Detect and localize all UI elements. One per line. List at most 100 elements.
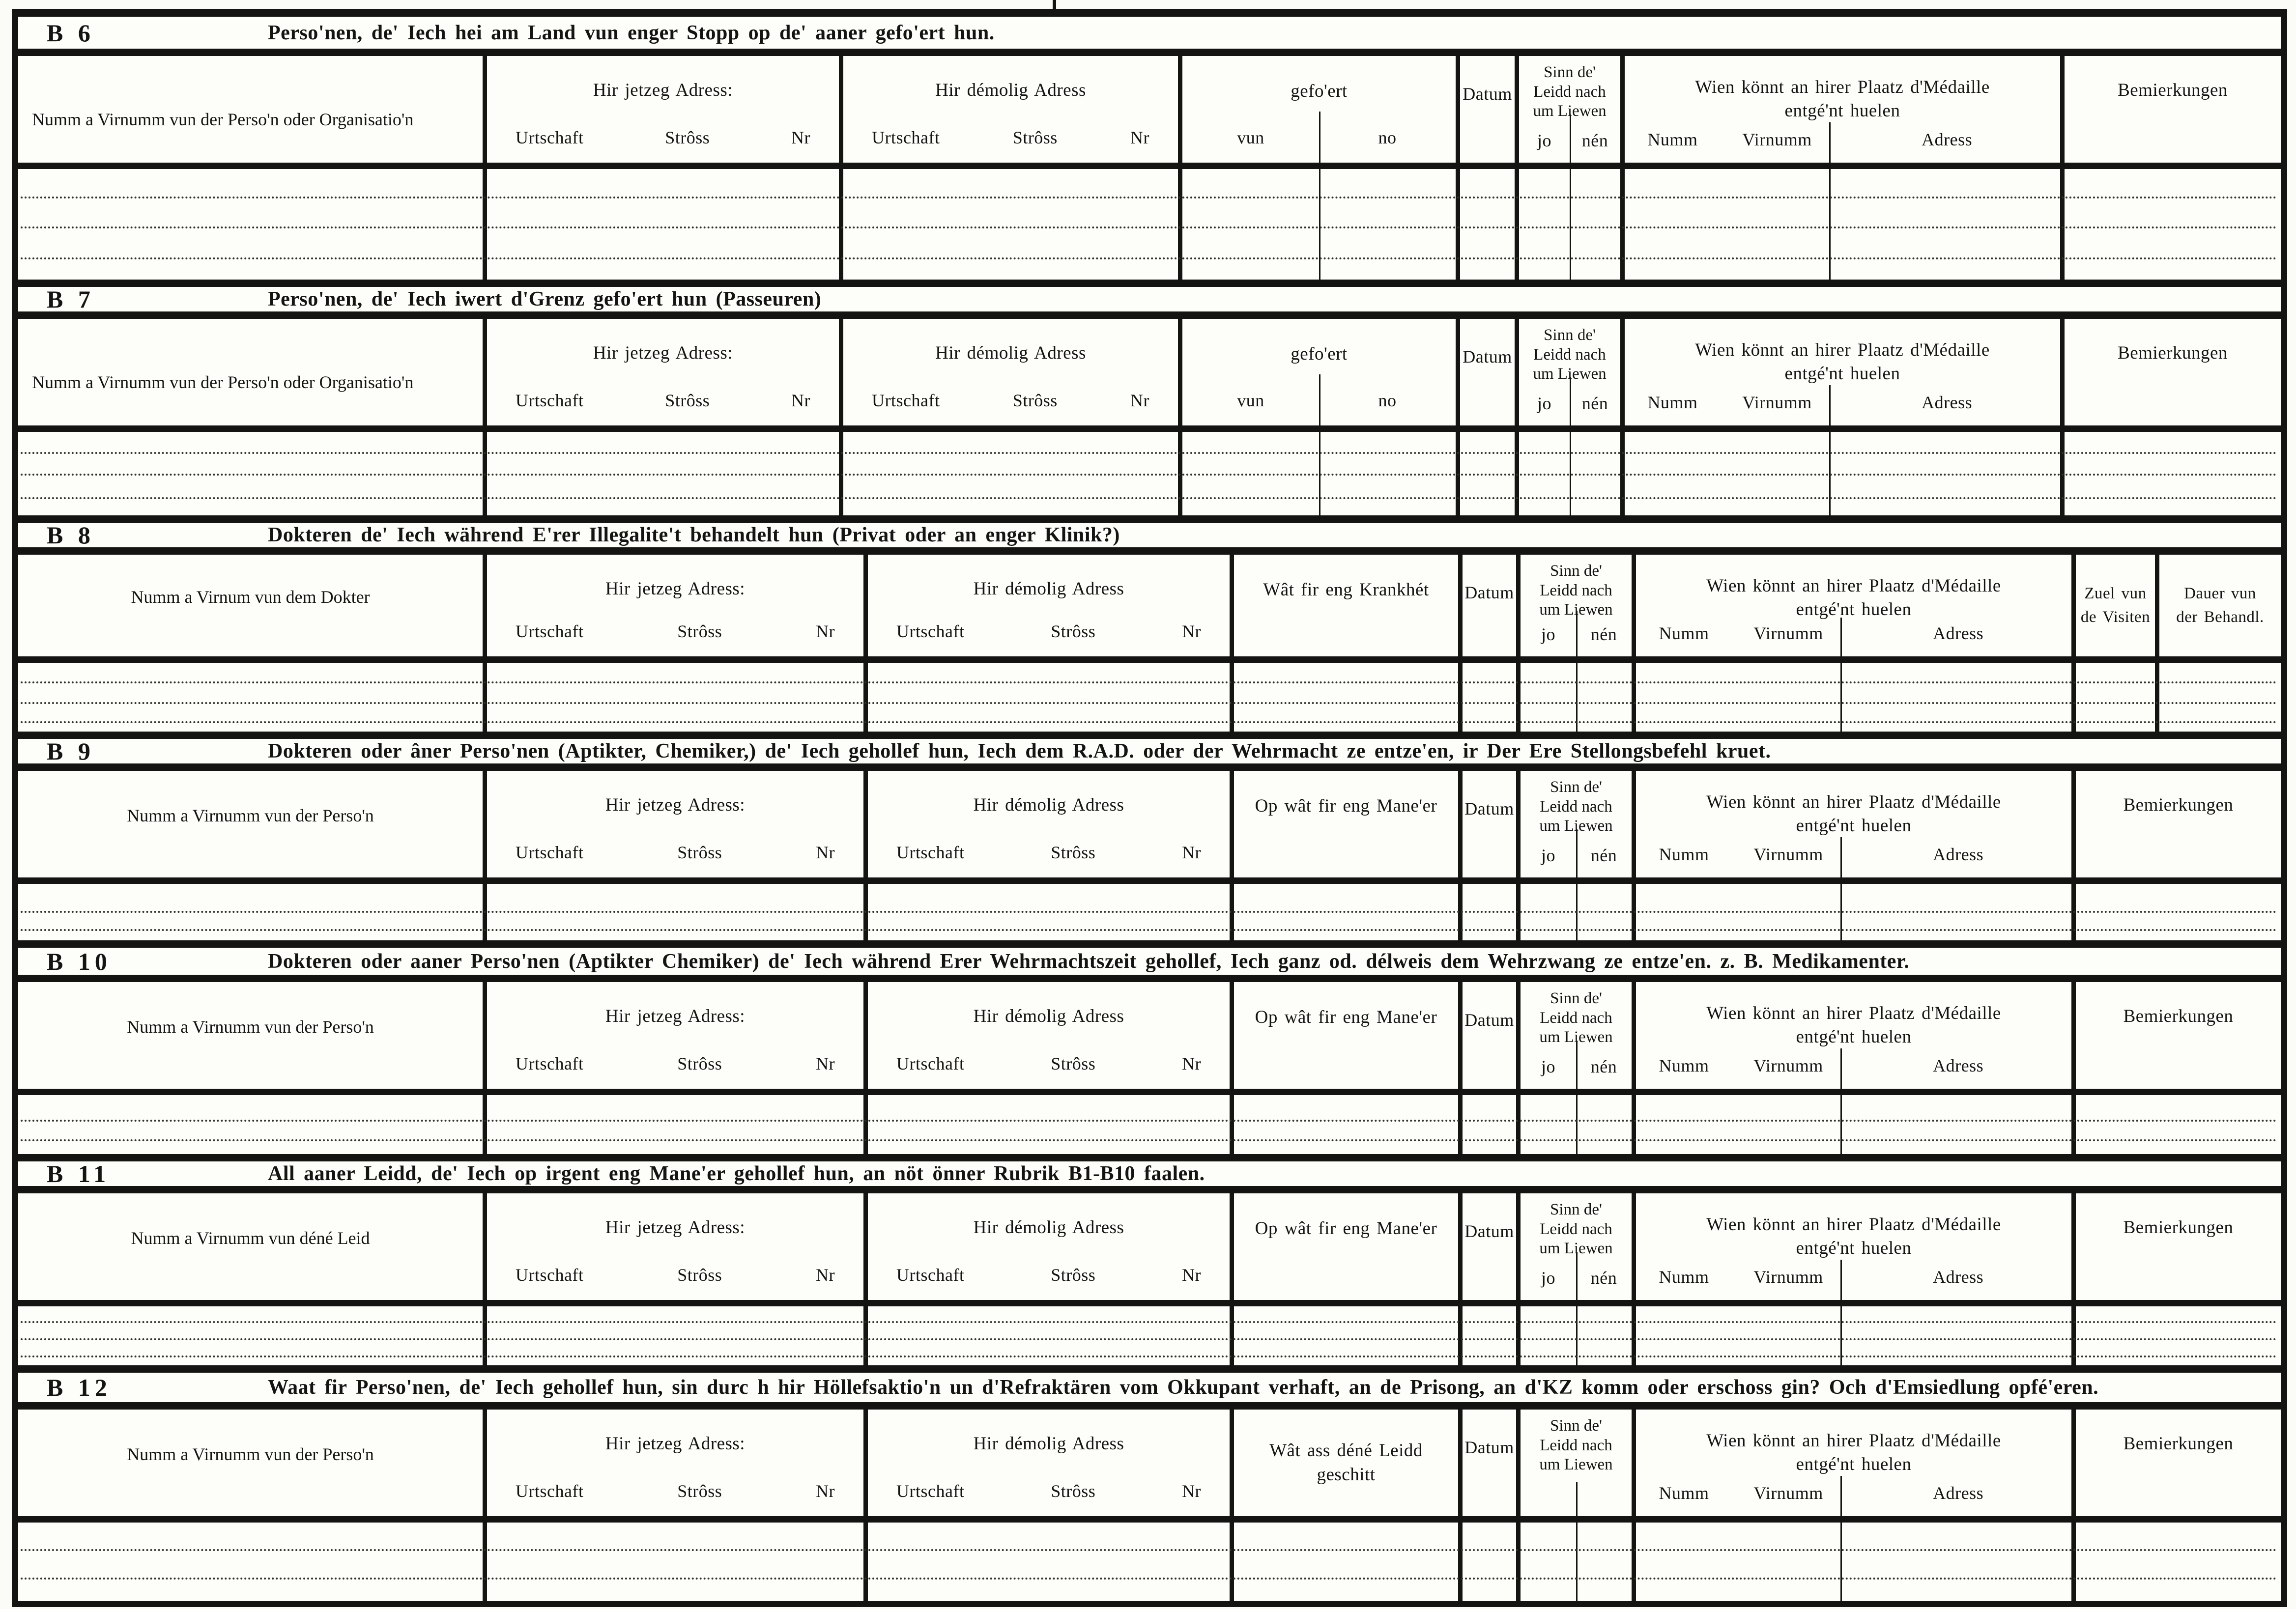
sinn-line1: Sinn de' (1550, 1201, 1602, 1218)
sinn-line3: um Liewen (1539, 1456, 1613, 1474)
write-cell (2060, 169, 2281, 280)
address-sublabels: Urtschaft Strôss Nr (487, 1265, 863, 1285)
bemierkungen-label: Bemierkungen (2118, 80, 2228, 100)
alive-column-header: Sinn de' Leidd nach um Liewen jo nén (1515, 319, 1620, 425)
section-header-row: Numm a Virnumm vun déné Leid Hir jetzeg A… (18, 1193, 2281, 1306)
datum-label: Datum (1464, 1221, 1514, 1241)
section-id: B 7 (47, 285, 95, 313)
write-line (21, 1321, 2278, 1323)
column-title: Datum (1463, 1009, 1516, 1032)
sublabel-stross: Strôss (677, 1054, 722, 1073)
dauer-line2: der Behandl. (2176, 608, 2264, 626)
address-sublabels: Urtschaft Strôss Nr (843, 390, 1178, 411)
column-title: Datum (1460, 83, 1515, 106)
current-address-header: Hir jetzeg Adress: Urtschaft Strôss Nr (483, 319, 839, 425)
current-address-header: Hir jetzeg Adress: Urtschaft Strôss Nr (483, 56, 839, 163)
gefoert-title: gefo'ert (1291, 344, 1348, 364)
address-title: Hir jetzeg Adress: (605, 1434, 746, 1454)
write-cell (1456, 169, 1515, 280)
sublabel-numm: Numm (1647, 393, 1698, 412)
write-cell (483, 1306, 863, 1365)
sublabel-stross: Strôss (677, 1481, 722, 1501)
section-title-band: B 6 Perso'nen, de' Iech hei am Land vun e… (18, 17, 2281, 56)
sublabel-nr: Nr (815, 1054, 835, 1073)
sublabel-jo: jo (1537, 131, 1551, 150)
section-title: Perso'nen, de' Iech iwert d'Grenz gefo'e… (268, 288, 822, 311)
column-title: Hir jetzeg Adress: (487, 793, 863, 817)
former-address-header: Hir démolig Adress Urtschaft Strôss Nr (839, 319, 1178, 425)
section-id: B 12 (47, 1374, 112, 1401)
alive-column-header: Sinn de' Leidd nach um Liewen jo nén (1516, 982, 1632, 1089)
sub-divider (1576, 1252, 1578, 1300)
medal-recipient-header: Wien könnt an hirer Plaatz d'Médaille ent… (1632, 1410, 2071, 1516)
sublabel-virnumm: Virnumm (1742, 393, 1812, 412)
section-header-row: Numm a Virnumm vun der Perso'n Hir jetzeg… (18, 771, 2281, 884)
section-b10: B 10 Dokteren oder aaner Perso'nen (Aptik… (18, 940, 2281, 1154)
address-title: Hir démolig Adress (973, 1217, 1124, 1238)
sinn-line2: Leidd nach (1540, 797, 1612, 816)
medal-title-line2: entgé'nt huelen (1796, 816, 1912, 836)
sub-divider (1840, 1048, 1842, 1089)
sublabel-nen: nén (1590, 846, 1617, 865)
medal-recipient-header: Wien könnt an hirer Plaatz d'Médaille ent… (1632, 771, 2071, 877)
sublabel-virnumm: Virnumm (1742, 130, 1812, 149)
medal-title-line1: Wien könnt an hirer Plaatz d'Médaille (1706, 1431, 2001, 1451)
column-title: Wien könnt an hirer Plaatz d'Médaille ent… (1625, 76, 2060, 123)
section-title-band: B 9 Dokteren oder âner Perso'nen (Aptikte… (18, 732, 2281, 771)
write-cell (18, 169, 483, 280)
alive-sublabels: jo nén (1521, 1268, 1632, 1288)
sublabel-stross: Strôss (677, 621, 722, 641)
write-cell (863, 663, 1230, 732)
sublabel-virnumm: Virnumm (1753, 1056, 1823, 1075)
name-column-header: Numm a Virnumm vun der Perso'n (18, 982, 483, 1089)
sub-divider (1319, 374, 1320, 425)
write-line (21, 1139, 2278, 1141)
write-cell (1632, 1095, 2071, 1154)
sublabel-vun: vun (1237, 128, 1264, 147)
middle-column-label: Op wât fir eng Mane'er (1255, 796, 1437, 816)
sublabel-stross: Strôss (1012, 128, 1058, 147)
section-write-area (18, 1095, 2281, 1154)
write-cell (1620, 169, 2060, 280)
sublabel-stross: Strôss (1051, 1481, 1096, 1501)
write-cell (1516, 663, 1632, 732)
sublabel-adress: Adress (1933, 845, 1984, 864)
middle-column-header: Op wât fir eng Mane'er (1230, 982, 1458, 1089)
remarks-header: Bemierkungen (2071, 1193, 2281, 1300)
write-cell (483, 1523, 863, 1601)
alive-column-title: Sinn de' Leidd nach um Liewen (1519, 63, 1620, 121)
date-column-header: Datum (1458, 771, 1516, 877)
sublabel-nr: Nr (1181, 1481, 1201, 1501)
date-column-header: Datum (1458, 1410, 1516, 1516)
alive-column-header: Sinn de' Leidd nach um Liewen (1516, 1410, 1632, 1516)
section-id: B 11 (47, 1160, 111, 1187)
address-title: Hir démolig Adress (935, 343, 1086, 363)
write-cell (2071, 1306, 2281, 1365)
section-title-band: B 7 Perso'nen, de' Iech iwert d'Grenz gef… (18, 280, 2281, 319)
sublabel-stross: Strôss (1051, 621, 1096, 641)
write-cell (2155, 663, 2281, 732)
write-cell (1458, 1306, 1516, 1365)
current-address-header: Hir jetzeg Adress: Urtschaft Strôss Nr (483, 1193, 863, 1300)
middle-column-header: gefo'ert vun no (1178, 319, 1456, 425)
column-title: Bemierkungen (2065, 341, 2281, 365)
write-cell (863, 1523, 1230, 1601)
name-column-label: Numm a Virnumm vun der Perso'n (127, 1017, 374, 1037)
sub-divider (1576, 1041, 1578, 1089)
column-title: Hir démolig Adress (868, 793, 1230, 817)
middle-column-label-line2: geschitt (1317, 1464, 1376, 1485)
dauer-line1: Dauer vun (2184, 584, 2256, 602)
write-cell (483, 1095, 863, 1154)
middle-column-header: Op wât fir eng Mane'er (1230, 771, 1458, 877)
sublabel-urtschaft: Urtschaft (896, 1054, 965, 1073)
write-cell (18, 1523, 483, 1601)
section-title: Waat fir Perso'nen, de' Iech gehollef hu… (268, 1376, 2099, 1399)
section-title-band: B 11 All aaner Leidd, de' Iech op irgent … (18, 1154, 2281, 1193)
medal-title-line2: entgé'nt huelen (1784, 101, 1900, 121)
sub-divider (1840, 837, 1842, 877)
former-address-header: Hir démolig Adress Urtschaft Strôss Nr (863, 555, 1230, 656)
column-title: Datum (1460, 345, 1515, 368)
sinn-line1: Sinn de' (1544, 326, 1596, 344)
sinn-line2: Leidd nach (1540, 1220, 1612, 1238)
section-b9: B 9 Dokteren oder âner Perso'nen (Aptikte… (18, 732, 2281, 940)
